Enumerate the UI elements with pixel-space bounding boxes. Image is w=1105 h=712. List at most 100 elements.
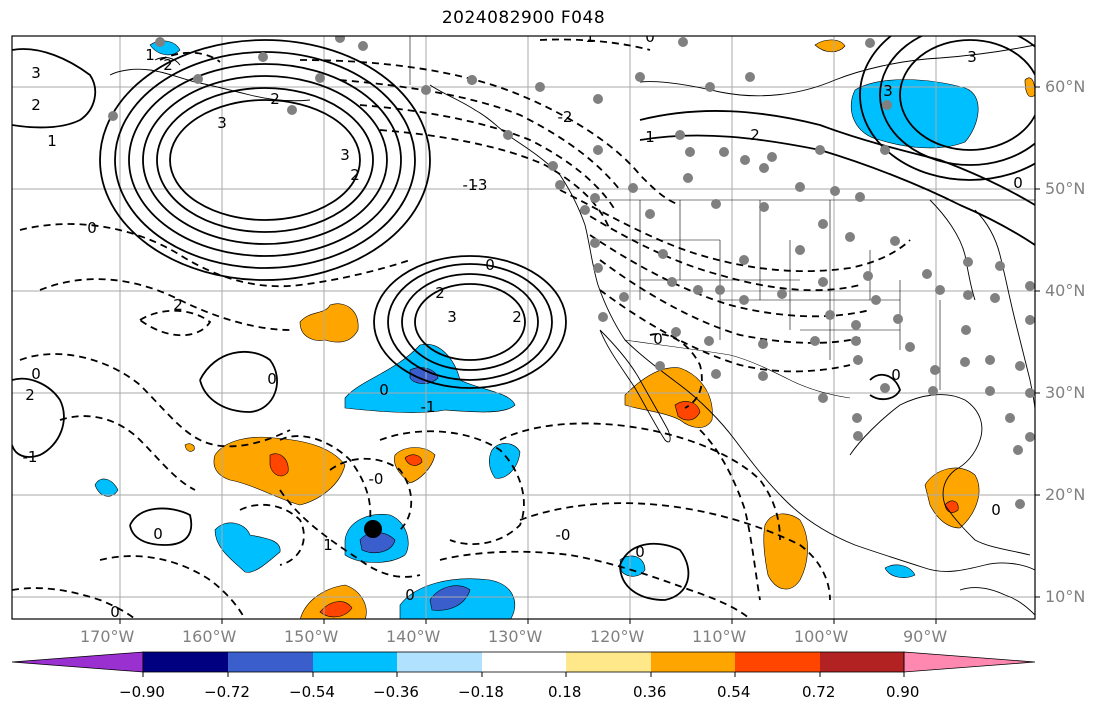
contour-label: 3 [217, 114, 227, 132]
contour-label: 0 [653, 330, 663, 348]
colorbar-extend-low [11, 651, 144, 673]
colorbar-bin [482, 652, 566, 672]
contour-label: 0 [405, 586, 415, 604]
colorbar-extend-high [903, 651, 1036, 673]
contour-label: 3 [967, 48, 977, 66]
lat-label: 10°N [1045, 587, 1086, 606]
contour-label: 2 [512, 308, 522, 326]
shade-positive-d-core [319, 601, 353, 618]
lon-label: 130°W [488, 627, 543, 646]
contour-label: 1 [145, 46, 155, 64]
shaded-regions [94, 39, 1035, 619]
shade-negative-bottom-core [429, 585, 471, 611]
contour-label: 0 [891, 366, 901, 384]
contour-label: 2 [270, 90, 280, 108]
shade-positive-a [299, 303, 359, 343]
colorbar-bin [651, 652, 735, 672]
coastlines [109, 44, 1035, 616]
contour-label: -0 [369, 470, 384, 488]
shade-positive-e [763, 513, 808, 590]
lon-label: 160°W [182, 627, 237, 646]
contour-label: -2 [558, 108, 573, 126]
contour-label: -1 [463, 176, 478, 194]
contour-label: 0 [31, 365, 41, 383]
map-title: 2024082900 F048 [441, 8, 606, 28]
contour-label: 0 [635, 543, 645, 561]
lon-label: 110°W [692, 627, 747, 646]
lat-label: 50°N [1045, 179, 1086, 198]
contour-label: 3 [340, 146, 350, 164]
contour-label: -1 [421, 398, 436, 416]
colorbar-bin [143, 652, 228, 672]
shade-positive-g [814, 39, 846, 53]
contour-label: 2 [750, 126, 760, 144]
contour-label: 0 [87, 219, 97, 237]
lon-label: 170°W [80, 627, 135, 646]
colorbar-bin [228, 652, 313, 672]
contour-label: 3 [31, 64, 41, 82]
contour-label: 0 [110, 603, 120, 621]
lon-label: 100°W [794, 627, 849, 646]
shade-negative-mid [489, 443, 521, 479]
contour-label: 0 [379, 381, 389, 399]
contours-positive [12, 36, 1035, 601]
shade-positive-c-core [404, 454, 423, 466]
colorbar-bin [735, 652, 820, 672]
contour-label: 1 [323, 536, 333, 554]
contour-label: 2 [163, 56, 173, 74]
lon-label: 140°W [386, 627, 441, 646]
lon-label: 120°W [590, 627, 645, 646]
shade-negative-hudson [850, 79, 979, 149]
lon-label: 150°W [284, 627, 339, 646]
colorbar [11, 651, 1036, 677]
colorbar-tick-label: −0.90 [119, 683, 165, 701]
colorbar-tick-label: 0.54 [717, 683, 751, 701]
map-plot-area: 1 3 2 3 2 0 2 3 3 2 1 0 0 2 -1 -3 -2 0 2… [12, 28, 1035, 621]
contour-label: 2 [173, 296, 183, 314]
contour-label: 0 [267, 370, 277, 388]
contour-label: 0 [645, 28, 655, 46]
contour-label: 1 [585, 28, 595, 46]
shade-positive-f [924, 467, 980, 529]
contour-label: 0 [485, 256, 495, 274]
contour-label: 1 [47, 132, 57, 150]
storm-marker [364, 520, 382, 538]
colorbar-bin [313, 652, 397, 672]
colorbar-tick-label: 0.72 [802, 683, 836, 701]
contour-label: 3 [447, 308, 457, 326]
colorbar-tick-label: 0.36 [633, 683, 667, 701]
shade-negative-west-b [94, 478, 119, 497]
colorbar-bin [820, 652, 904, 672]
contour-label: 2 [435, 284, 445, 302]
colorbar-tick-label: −0.54 [289, 683, 335, 701]
contour-label: -1 [23, 448, 38, 466]
colorbar-tick-label: −0.72 [204, 683, 250, 701]
lon-label: 90°W [903, 627, 948, 646]
colorbar-tick-label: 0.18 [548, 683, 582, 701]
colorbar-tick-label: −0.36 [373, 683, 419, 701]
colorbar-tick-label: 0.90 [886, 683, 920, 701]
contour-label: 2 [350, 166, 360, 184]
axis-ticks [119, 86, 1040, 624]
shade-negative-gulf [884, 564, 916, 578]
contour-label: -0 [556, 526, 571, 544]
shade-positive-i [184, 443, 195, 452]
contour-label: 3 [883, 82, 893, 100]
contour-labels: 1 3 2 3 2 0 2 3 3 2 1 0 0 2 -1 -3 -2 0 2… [23, 28, 1023, 621]
contour-label: 0 [153, 525, 163, 543]
shade-positive-b-core [269, 453, 289, 477]
lat-label: 40°N [1045, 281, 1086, 300]
shade-positive-baja-core [674, 401, 701, 421]
lat-label: 20°N [1045, 485, 1086, 504]
colorbar-tick-label: −0.18 [458, 683, 504, 701]
contour-label: 0 [991, 501, 1001, 519]
colorbar-bin [397, 652, 482, 672]
shade-negative-west-a [214, 522, 281, 573]
lat-label: 30°N [1045, 383, 1086, 402]
contour-label: -3 [473, 176, 488, 194]
contour-label: 2 [25, 386, 35, 404]
station-dots [108, 36, 1035, 509]
contour-label: 0 [1013, 174, 1023, 192]
colorbar-bin [566, 652, 651, 672]
